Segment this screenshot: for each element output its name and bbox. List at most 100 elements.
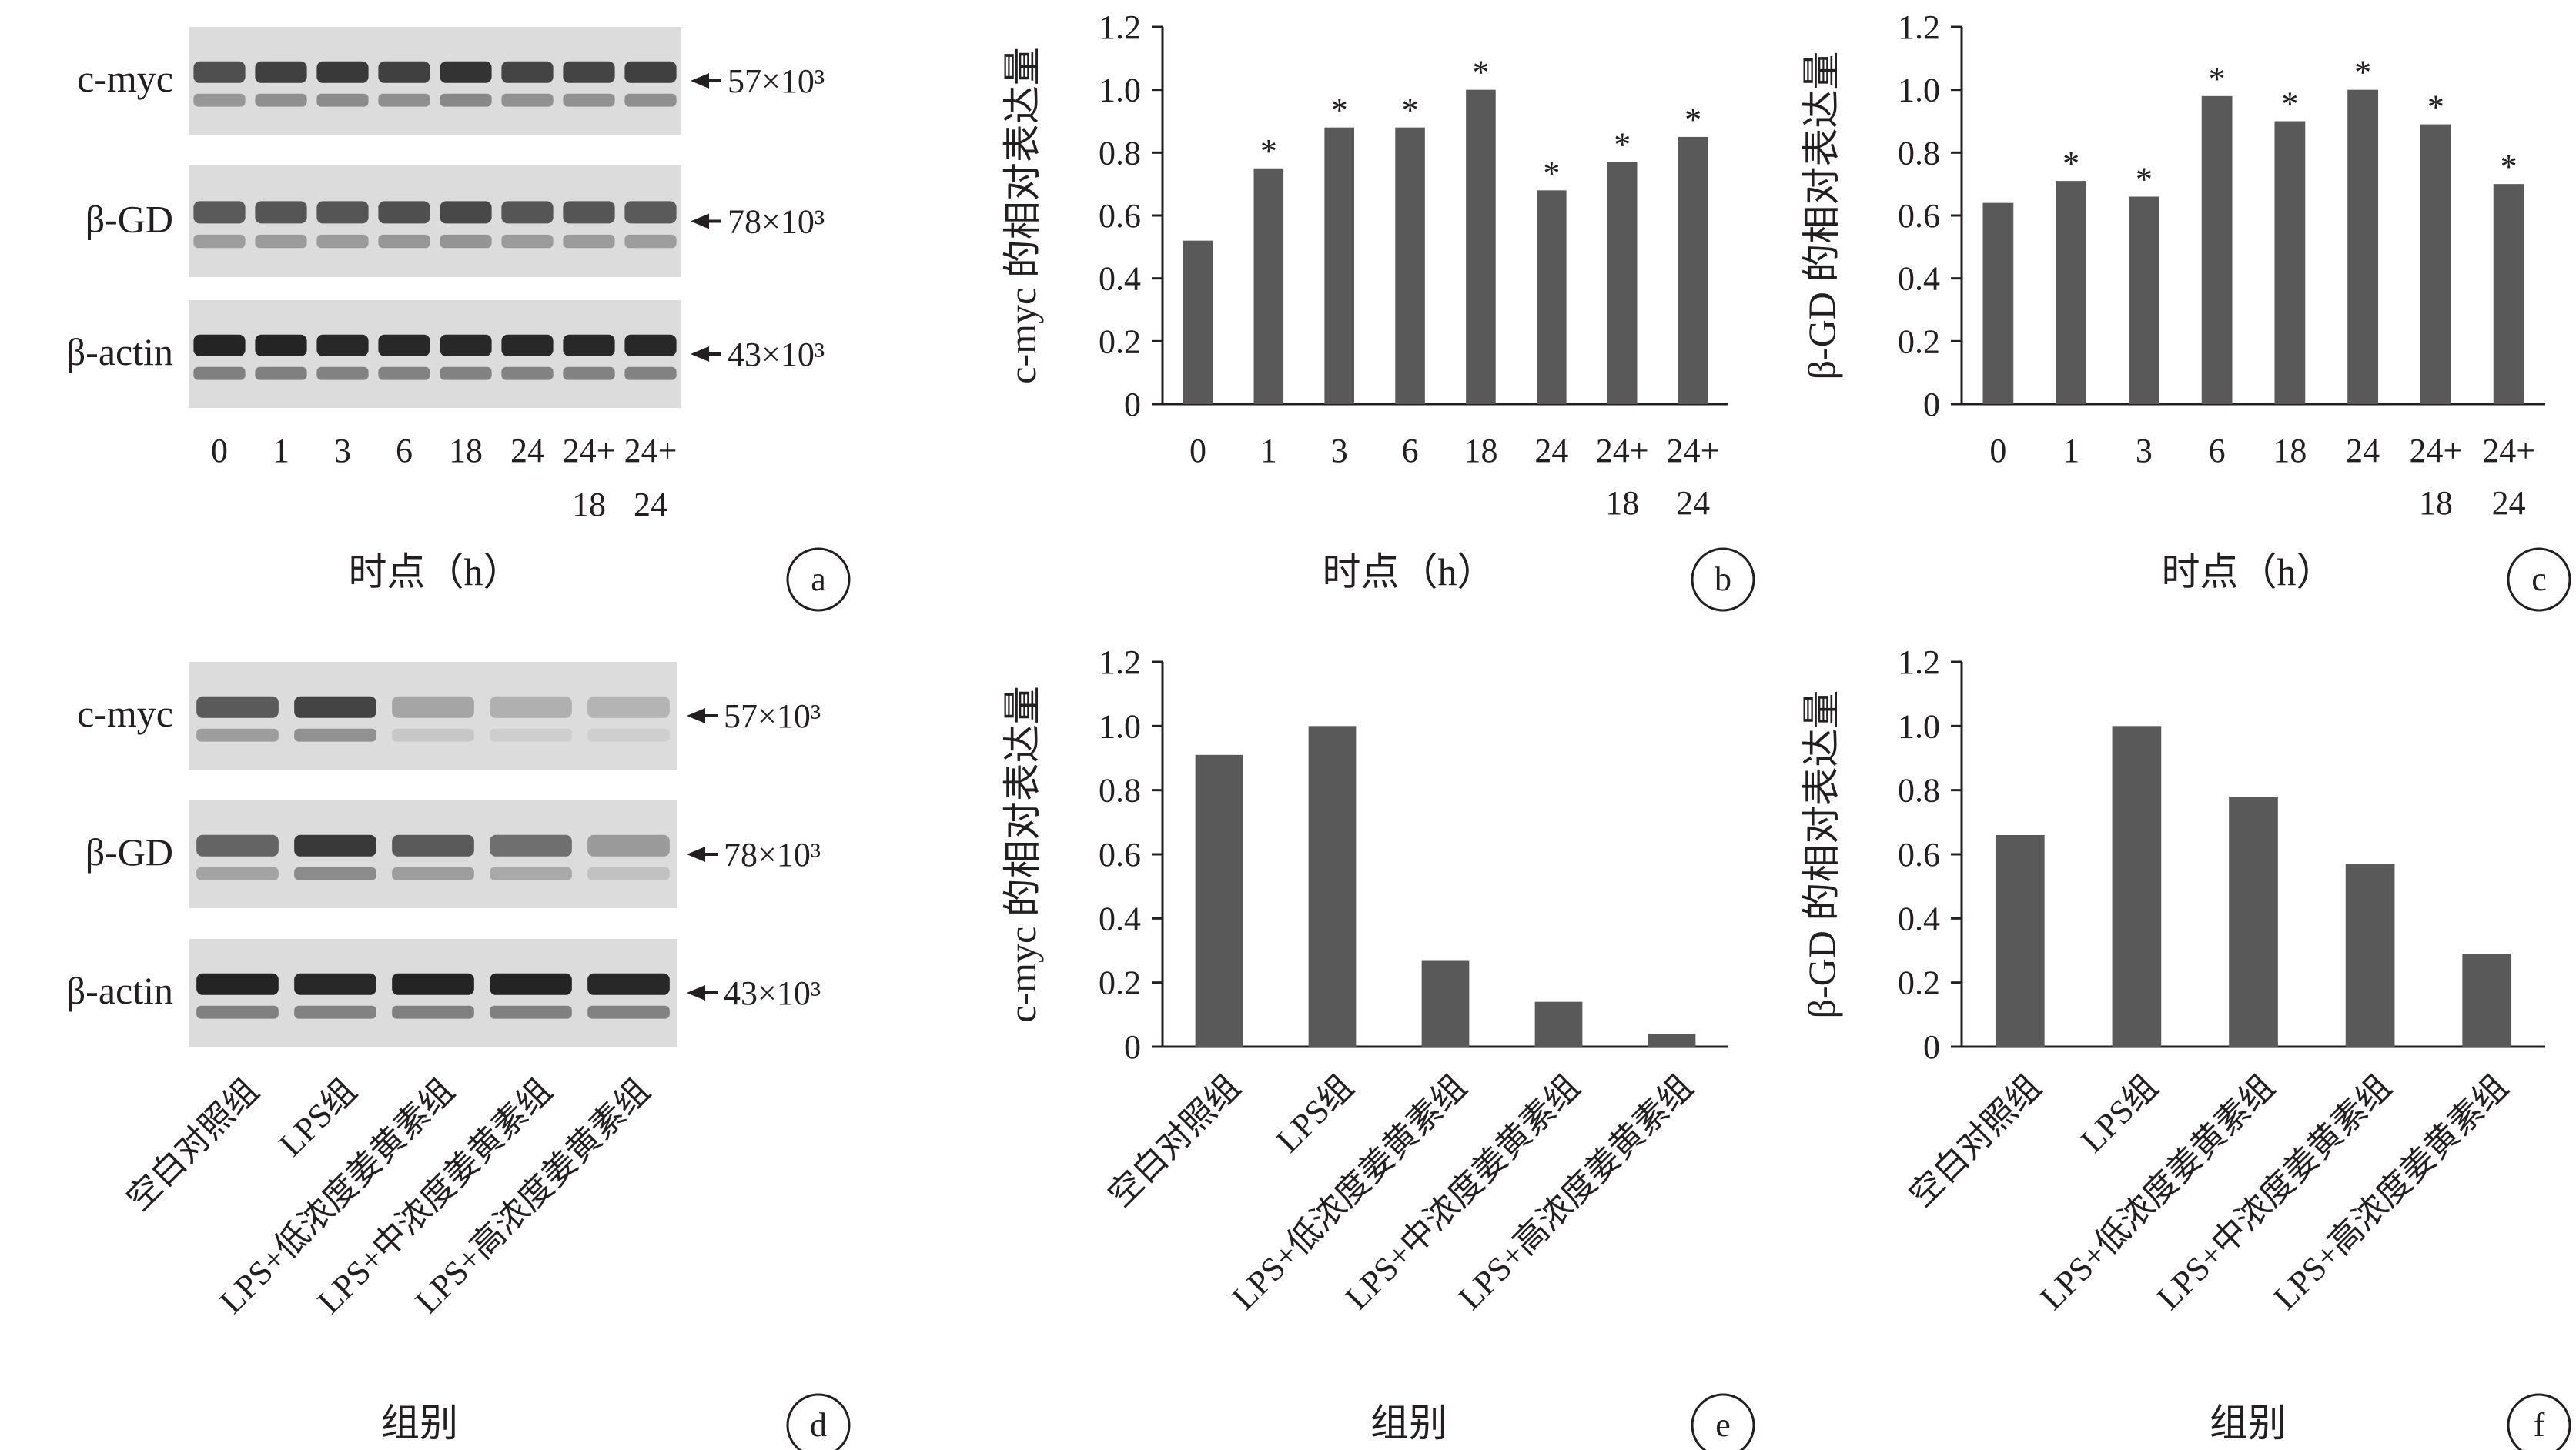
band-main xyxy=(316,201,369,224)
significance-star: * xyxy=(1331,92,1348,129)
band-main xyxy=(316,334,369,356)
band-main xyxy=(624,334,677,356)
y-tick-label: 0.6 xyxy=(1099,197,1141,235)
lane-label: 空白对照组 xyxy=(119,1071,266,1218)
y-axis-title: β-GD 的相对表达量 xyxy=(1800,52,1843,380)
band-secondary xyxy=(490,1005,572,1019)
significance-star: * xyxy=(2209,60,2226,98)
band-secondary xyxy=(193,93,246,107)
band-secondary xyxy=(294,728,376,742)
lane-label: 0 xyxy=(211,432,228,469)
band-main xyxy=(392,696,474,718)
x-tick-label: 24 xyxy=(2492,484,2526,522)
x-tick-label: 6 xyxy=(2209,432,2226,469)
band-main xyxy=(501,61,554,83)
x-tick-label: LPS组 xyxy=(1269,1067,1360,1159)
bar xyxy=(1982,202,2014,404)
band-secondary xyxy=(196,867,279,880)
arrow-icon xyxy=(687,708,705,723)
lane-label: 3 xyxy=(334,432,351,469)
x-tick-label: 3 xyxy=(2136,432,2153,469)
bar xyxy=(2128,196,2159,404)
x-tick-label: LPS+低浓度姜黄素组 xyxy=(2032,1067,2282,1317)
band-secondary xyxy=(587,1005,670,1019)
band-main xyxy=(624,201,677,224)
y-tick-label: 0.6 xyxy=(1898,836,1940,874)
y-tick-label: 0.4 xyxy=(1099,900,1141,937)
band-main xyxy=(563,334,615,356)
band-secondary xyxy=(378,366,430,380)
bar xyxy=(2420,124,2451,405)
x-tick-label: 24 xyxy=(1534,432,1568,469)
x-tick-label: 24 xyxy=(2346,432,2380,469)
band-main xyxy=(196,696,279,718)
panel-letter-circle xyxy=(786,1393,851,1450)
significance-star: * xyxy=(1684,101,1701,139)
panel-letter: d xyxy=(810,1406,827,1444)
x-tick-label: 18 xyxy=(1464,432,1497,469)
arrow-icon xyxy=(691,346,709,362)
blot-label-2: β-actin xyxy=(66,330,173,373)
panel-letter-circle xyxy=(786,547,851,612)
band-main xyxy=(490,973,572,995)
band-main xyxy=(294,696,376,718)
x-tick-label: 24+ xyxy=(1667,432,1720,469)
band-secondary xyxy=(294,1005,376,1019)
bar xyxy=(2462,954,2512,1047)
band-secondary xyxy=(316,234,369,249)
band-main xyxy=(193,201,246,224)
band-secondary xyxy=(563,234,615,249)
x-tick-label: 24+ xyxy=(2409,432,2462,469)
y-tick-label: 1.2 xyxy=(1099,643,1141,681)
band-secondary xyxy=(624,234,677,249)
x-tick-label: 1 xyxy=(2062,432,2079,469)
blot-label-2: β-actin xyxy=(66,969,173,1012)
x-tick-label: 0 xyxy=(1989,432,2006,469)
band-main xyxy=(563,201,615,224)
bar xyxy=(2201,95,2233,404)
band-main xyxy=(440,201,492,224)
arrow-icon xyxy=(687,985,705,1001)
y-tick-label: 0.8 xyxy=(1099,134,1141,172)
x-axis-title: 组别 xyxy=(1370,1402,1447,1445)
bar xyxy=(1995,835,2045,1047)
x-tick-label: 18 xyxy=(2273,432,2307,469)
band-main xyxy=(563,61,615,83)
bar xyxy=(2274,121,2306,404)
panel-d: c-myc 57×10³ β-GD 78×10³ β-actin 43×10³ 空白对照组 L… xyxy=(66,662,851,1450)
lane-label: 18 xyxy=(449,432,483,469)
bar xyxy=(1195,754,1243,1047)
y-tick-label: 0.8 xyxy=(1099,772,1141,810)
mw-label-0: 57×10³ xyxy=(724,697,821,735)
y-tick-label: 1.0 xyxy=(1099,72,1141,109)
mw-label-1: 78×10³ xyxy=(724,836,821,874)
y-tick-label: 0 xyxy=(1124,1028,1141,1066)
band-secondary xyxy=(193,234,246,249)
bar xyxy=(1607,162,1638,405)
significance-star: * xyxy=(2427,89,2444,126)
y-tick-label: 0.4 xyxy=(1898,900,1940,937)
panel-letter-circle xyxy=(2507,1393,2571,1450)
y-tick-label: 1.0 xyxy=(1898,72,1940,109)
blot-label-0: c-myc xyxy=(77,692,173,735)
band-secondary xyxy=(490,728,572,742)
panel-a: c-myc 57×10³ β-GD 78×10³ β-actin 43×10³ 0 1 3 6 18… xyxy=(66,27,851,612)
panel-letter: f xyxy=(2534,1406,2545,1444)
blot-label-0: c-myc xyxy=(77,57,173,100)
lane-label: 6 xyxy=(396,432,413,469)
band-secondary xyxy=(316,366,369,380)
bar xyxy=(1534,1001,1583,1047)
band-main xyxy=(501,334,554,356)
chart-c: 0 0.2 0.4 0.6 0.8 1.0 1.2 β-GD 的相对表达量 0 * 1 * 3 * 6 * 18… xyxy=(1800,8,2571,612)
chart-b: 0 0.2 0.4 0.6 0.8 1.0 1.2 c-myc 的相对表达量 0 * 1 * 3 * 6 * 1… xyxy=(1001,8,1755,612)
band-main xyxy=(196,834,279,857)
y-tick-label: 0.8 xyxy=(1898,772,1940,810)
significance-star: * xyxy=(1260,132,1277,170)
bar xyxy=(2345,864,2395,1047)
x-tick-label: 24+ xyxy=(1596,432,1649,469)
significance-star: * xyxy=(1543,154,1560,192)
x-axis-title: 时点（h） xyxy=(2162,550,2335,593)
band-secondary xyxy=(501,234,554,249)
